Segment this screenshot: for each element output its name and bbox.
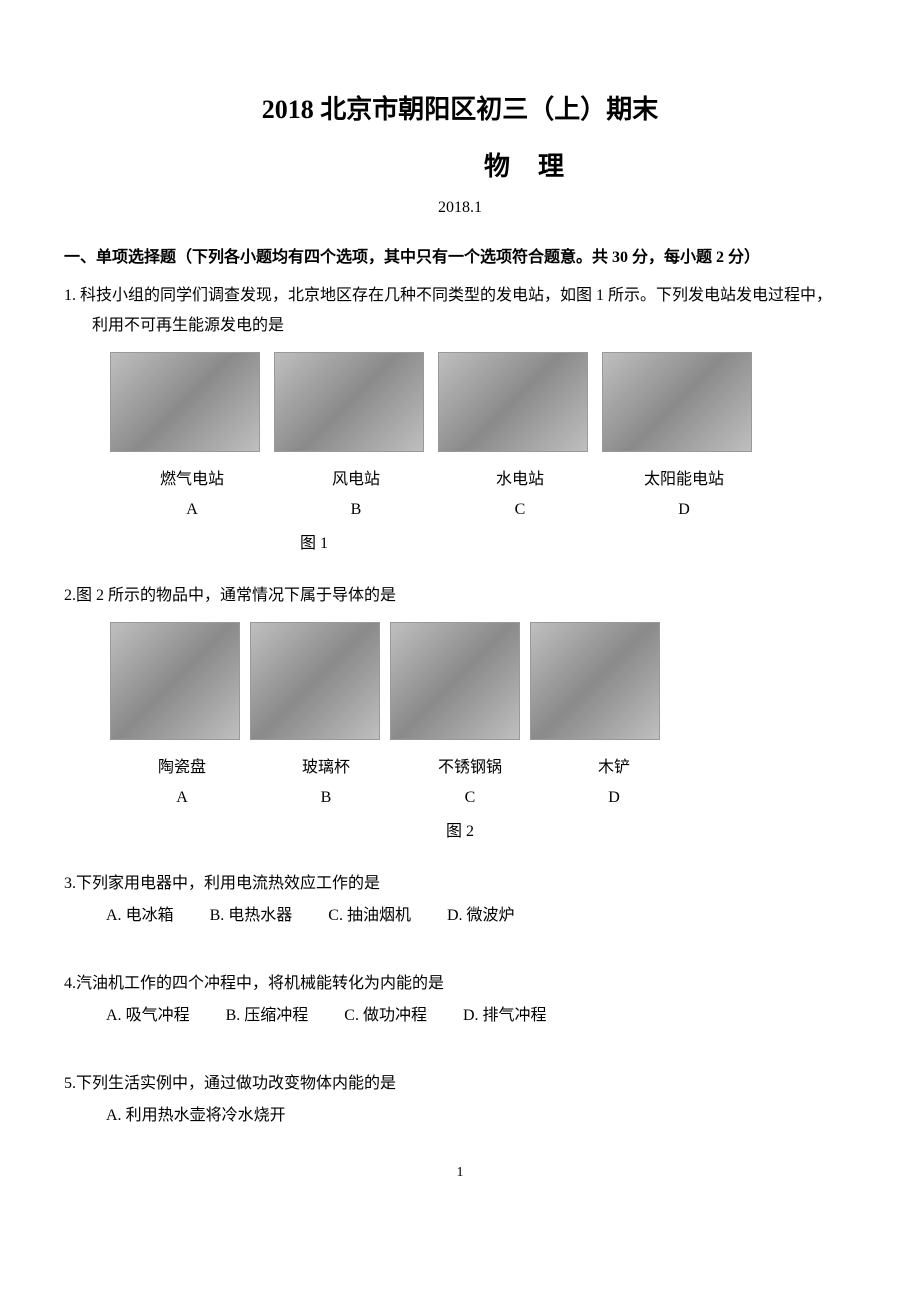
q3-opt-c-letter: C. — [328, 907, 343, 924]
q3-opt-a-text: 电冰箱 — [126, 907, 174, 924]
q4-stem-text: 汽油机工作的四个冲程中，将机械能转化为内能的是 — [76, 975, 444, 992]
q2-label-b: 玻璃杯 — [254, 756, 398, 780]
q3-opt-d-text: 微波炉 — [467, 907, 515, 924]
q2-letter-row: A B C D — [110, 786, 856, 810]
q5-opt-a-text: 利用热水壶将冷水烧开 — [126, 1107, 286, 1124]
page-number: 1 — [64, 1162, 856, 1183]
q5-number: 5. — [64, 1075, 76, 1092]
q4-opt-c-letter: C. — [344, 1007, 359, 1024]
q1-stem-line1: 科技小组的同学们调查发现，北京地区存在几种不同类型的发电站，如图 1 所示。下列… — [80, 287, 832, 304]
q3-option-a: A. 电冰箱 — [106, 904, 174, 928]
q4-opt-b-letter: B. — [226, 1007, 241, 1024]
q3-opt-b-text: 电热水器 — [228, 907, 292, 924]
q1-letter-c: C — [438, 498, 602, 522]
q4-opt-c-text: 做功冲程 — [363, 1007, 427, 1024]
q3-opt-a-letter: A. — [106, 907, 122, 924]
power-gas-image — [110, 352, 260, 452]
q5-opt-a-letter: A. — [106, 1107, 122, 1124]
question-2: 2.图 2 所示的物品中，通常情况下属于导体的是 陶瓷盘 玻璃杯 不锈钢锅 木铲… — [64, 584, 856, 844]
q2-stem-text: 图 2 所示的物品中，通常情况下属于导体的是 — [76, 587, 396, 604]
q3-option-b: B. 电热水器 — [210, 904, 293, 928]
question-3: 3.下列家用电器中，利用电流热效应工作的是 A. 电冰箱 B. 电热水器 C. … — [64, 872, 856, 928]
q2-label-d: 木铲 — [542, 756, 686, 780]
subject-heading: 物理 — [64, 147, 856, 186]
q2-label-a: 陶瓷盘 — [110, 756, 254, 780]
q1-label-a: 燃气电站 — [110, 468, 274, 492]
q2-label-c: 不锈钢锅 — [398, 756, 542, 780]
q3-opt-d-letter: D. — [447, 907, 463, 924]
q1-stem-line2: 利用不可再生能源发电的是 — [64, 314, 856, 338]
q5-stem: 5.下列生活实例中，通过做功改变物体内能的是 — [64, 1072, 856, 1096]
q3-opt-c-text: 抽油烟机 — [347, 907, 411, 924]
q2-image-row — [110, 622, 856, 740]
q1-label-row: 燃气电站 风电站 水电站 太阳能电站 — [110, 468, 856, 492]
q4-option-b: B. 压缩冲程 — [226, 1004, 309, 1028]
power-wind-image — [274, 352, 424, 452]
q2-figure-caption: 图 2 — [64, 820, 856, 844]
question-1: 1. 科技小组的同学们调查发现，北京地区存在几种不同类型的发电站，如图 1 所示… — [64, 284, 856, 556]
q4-opt-a-letter: A. — [106, 1007, 122, 1024]
q2-letter-b: B — [254, 786, 398, 810]
q4-option-c: C. 做功冲程 — [344, 1004, 427, 1028]
question-4: 4.汽油机工作的四个冲程中，将机械能转化为内能的是 A. 吸气冲程 B. 压缩冲… — [64, 972, 856, 1028]
q1-letter-a: A — [110, 498, 274, 522]
q4-number: 4. — [64, 975, 76, 992]
question-5: 5.下列生活实例中，通过做功改变物体内能的是 A. 利用热水壶将冷水烧开 — [64, 1072, 856, 1128]
q1-label-d: 太阳能电站 — [602, 468, 766, 492]
q3-number: 3. — [64, 875, 76, 892]
q3-option-c: C. 抽油烟机 — [328, 904, 411, 928]
steel-pot-image — [390, 622, 520, 740]
q1-letter-row: A B C D — [110, 498, 856, 522]
q1-image-row — [110, 352, 856, 452]
q4-opt-b-text: 压缩冲程 — [244, 1007, 308, 1024]
ceramic-plate-image — [110, 622, 240, 740]
q2-letter-c: C — [398, 786, 542, 810]
q3-options: A. 电冰箱 B. 电热水器 C. 抽油烟机 D. 微波炉 — [106, 904, 856, 928]
q3-option-d: D. 微波炉 — [447, 904, 515, 928]
q2-letter-a: A — [110, 786, 254, 810]
q1-label-b: 风电站 — [274, 468, 438, 492]
q1-letter-b: B — [274, 498, 438, 522]
q1-figure-caption: 图 1 — [300, 532, 856, 556]
q4-opt-d-text: 排气冲程 — [483, 1007, 547, 1024]
q1-letter-d: D — [602, 498, 766, 522]
q4-stem: 4.汽油机工作的四个冲程中，将机械能转化为内能的是 — [64, 972, 856, 996]
q4-option-d: D. 排气冲程 — [463, 1004, 547, 1028]
q2-stem: 2.图 2 所示的物品中，通常情况下属于导体的是 — [64, 584, 856, 608]
q3-opt-b-letter: B. — [210, 907, 225, 924]
page-title: 2018 北京市朝阳区初三（上）期末 — [64, 90, 856, 129]
power-solar-image — [602, 352, 752, 452]
q3-stem: 3.下列家用电器中，利用电流热效应工作的是 — [64, 872, 856, 896]
q3-stem-text: 下列家用电器中，利用电流热效应工作的是 — [76, 875, 380, 892]
q1-number: 1. — [64, 287, 76, 304]
q4-opt-d-letter: D. — [463, 1007, 479, 1024]
section-1-heading: 一、单项选择题（下列各小题均有四个选项，其中只有一个选项符合题意。共 30 分，… — [64, 246, 856, 270]
q2-label-row: 陶瓷盘 玻璃杯 不锈钢锅 木铲 — [110, 756, 856, 780]
q1-stem: 1. 科技小组的同学们调查发现，北京地区存在几种不同类型的发电站，如图 1 所示… — [64, 284, 856, 308]
q2-letter-d: D — [542, 786, 686, 810]
q5-stem-text: 下列生活实例中，通过做功改变物体内能的是 — [76, 1075, 396, 1092]
q4-options: A. 吸气冲程 B. 压缩冲程 C. 做功冲程 D. 排气冲程 — [106, 1004, 856, 1028]
q4-opt-a-text: 吸气冲程 — [126, 1007, 190, 1024]
wood-spatula-image — [530, 622, 660, 740]
q1-label-c: 水电站 — [438, 468, 602, 492]
q5-option-a: A. 利用热水壶将冷水烧开 — [106, 1104, 856, 1128]
q4-option-a: A. 吸气冲程 — [106, 1004, 190, 1028]
q2-number: 2. — [64, 587, 76, 604]
power-hydro-image — [438, 352, 588, 452]
exam-date: 2018.1 — [64, 196, 856, 220]
glass-cup-image — [250, 622, 380, 740]
